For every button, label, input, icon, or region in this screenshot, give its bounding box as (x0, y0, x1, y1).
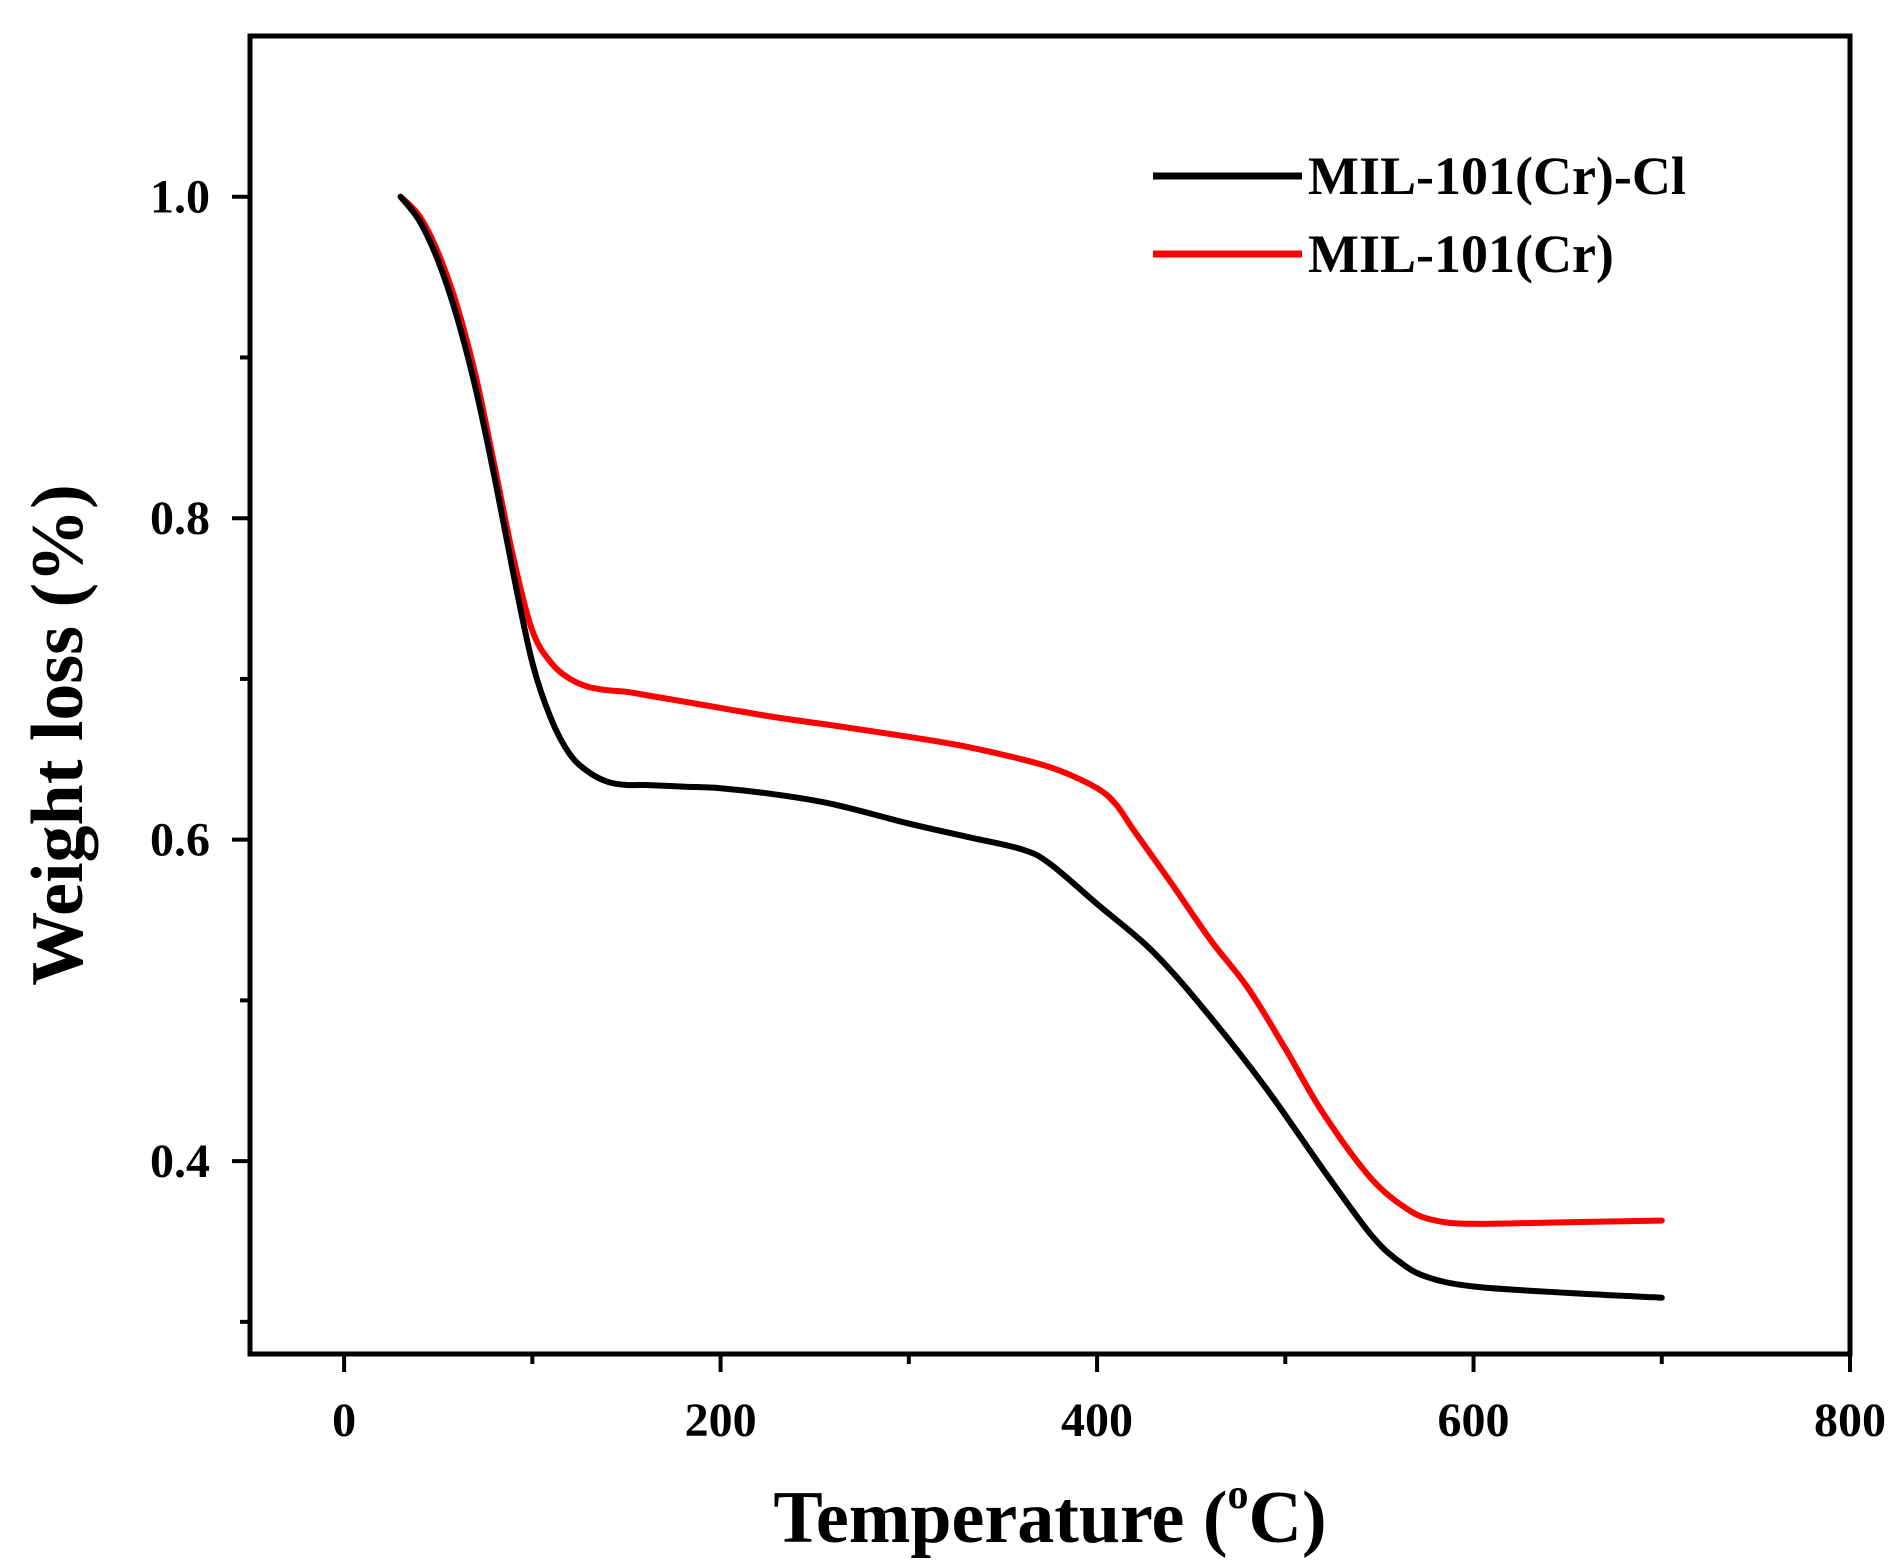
y-tick-label: 0.4 (150, 1135, 210, 1188)
y-tick-label: 0.6 (150, 814, 210, 867)
x-axis-title-main: Temperature ( (773, 1477, 1227, 1559)
legend-label: MIL-101(Cr) (1308, 224, 1614, 284)
y-tick-label: 1.0 (150, 171, 210, 224)
series-line-mil-101-cr (397, 193, 1665, 1227)
y-tick-label: 0.8 (150, 492, 210, 545)
x-tick-label: 200 (685, 1394, 757, 1447)
axis-ticks (232, 194, 1852, 1372)
x-axis-title: Temperature (oC) (773, 1472, 1326, 1559)
plot-frame (247, 33, 1853, 1357)
x-tick-label: 600 (1438, 1394, 1510, 1447)
x-tick-label: 800 (1814, 1394, 1886, 1447)
legend: MIL-101(Cr)-Cl MIL-101(Cr) (1153, 146, 1686, 284)
tick-labels: 0 200 400 600 800 0.4 0.6 0.8 1.0 (150, 171, 1886, 1447)
x-tick-label: 400 (1061, 1394, 1133, 1447)
legend-label: MIL-101(Cr)-Cl (1308, 146, 1686, 206)
x-axis-title-degree: o (1228, 1472, 1249, 1518)
x-axis-title-unit: C) (1249, 1477, 1327, 1559)
data-series (397, 193, 1665, 1301)
y-axis-title: Weight loss (%) (17, 484, 99, 986)
series-line-mil-101-cr-cl (397, 193, 1665, 1301)
x-tick-label: 0 (332, 1394, 356, 1447)
